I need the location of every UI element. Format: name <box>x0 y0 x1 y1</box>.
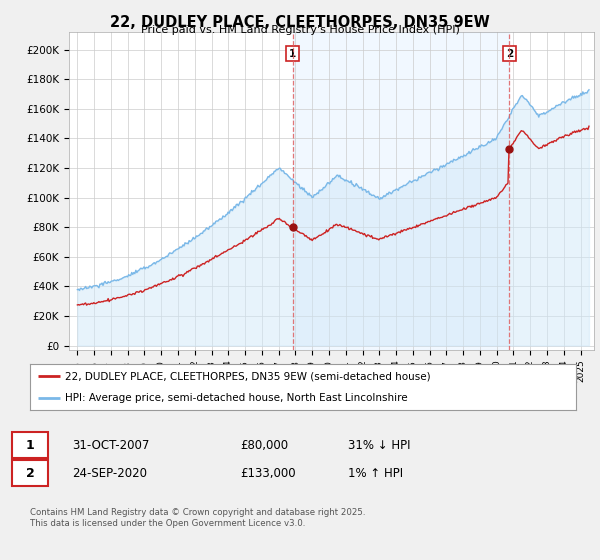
Text: 22, DUDLEY PLACE, CLEETHORPES, DN35 9EW (semi-detached house): 22, DUDLEY PLACE, CLEETHORPES, DN35 9EW … <box>65 371 431 381</box>
Text: 31% ↓ HPI: 31% ↓ HPI <box>348 438 410 452</box>
Bar <box>293 32 509 350</box>
Text: 1: 1 <box>289 49 296 59</box>
Text: 2: 2 <box>26 466 34 480</box>
Text: 2: 2 <box>506 49 513 59</box>
Text: Price paid vs. HM Land Registry's House Price Index (HPI): Price paid vs. HM Land Registry's House … <box>140 25 460 35</box>
Text: 1: 1 <box>26 438 34 452</box>
Text: £133,000: £133,000 <box>240 466 296 480</box>
Text: Contains HM Land Registry data © Crown copyright and database right 2025.
This d: Contains HM Land Registry data © Crown c… <box>30 508 365 528</box>
Text: 22, DUDLEY PLACE, CLEETHORPES, DN35 9EW: 22, DUDLEY PLACE, CLEETHORPES, DN35 9EW <box>110 15 490 30</box>
Text: 1% ↑ HPI: 1% ↑ HPI <box>348 466 403 480</box>
Text: 24-SEP-2020: 24-SEP-2020 <box>72 466 147 480</box>
Text: 31-OCT-2007: 31-OCT-2007 <box>72 438 149 452</box>
Text: £80,000: £80,000 <box>240 438 288 452</box>
Text: HPI: Average price, semi-detached house, North East Lincolnshire: HPI: Average price, semi-detached house,… <box>65 394 408 403</box>
